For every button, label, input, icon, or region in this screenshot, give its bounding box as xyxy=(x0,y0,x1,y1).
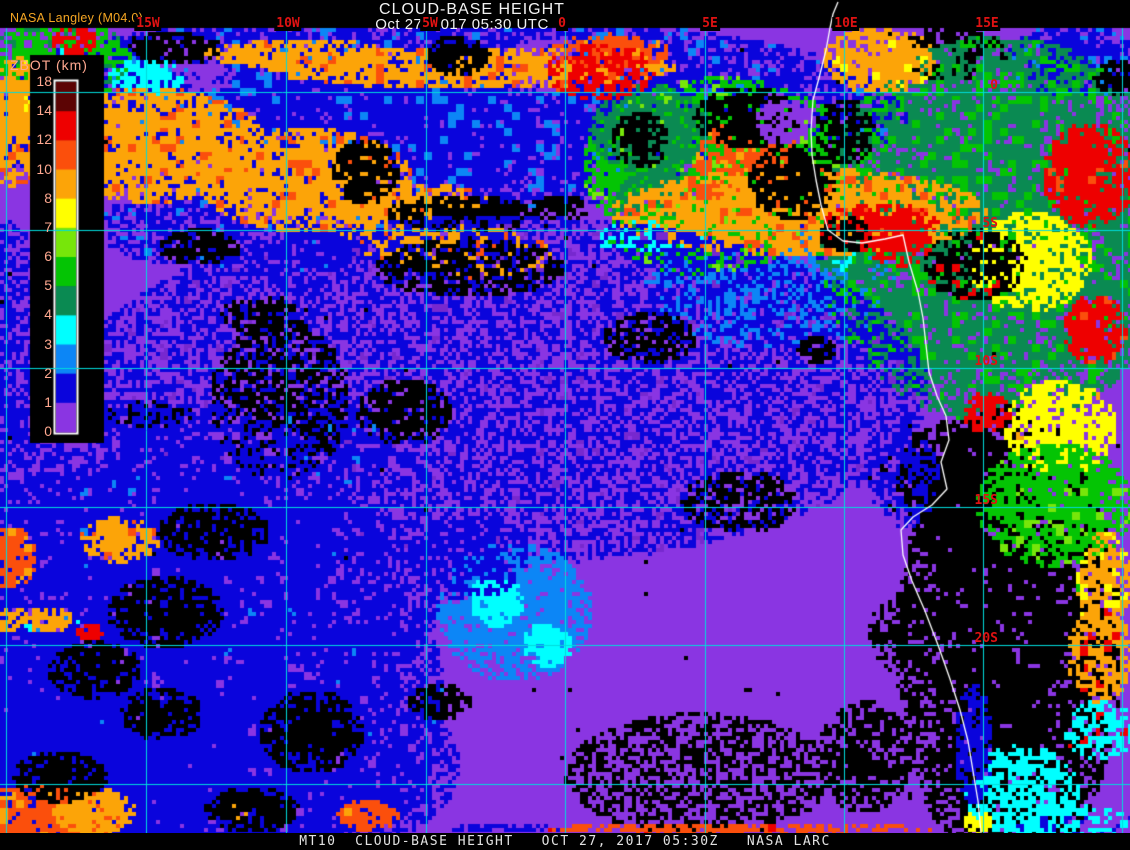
legend-tick-12: 12 xyxy=(36,131,52,148)
legend-tick-0: 0 xyxy=(44,423,52,439)
lon-label-0: 0 xyxy=(556,16,568,31)
lat-label-10s: 10S xyxy=(974,354,998,369)
lon-label-10e: 10E xyxy=(832,16,860,31)
legend-tick-8: 8 xyxy=(44,189,52,206)
lat-label-15s: 15S xyxy=(974,493,998,508)
timestamp: Oct 27, 2017 05:30 UTC xyxy=(375,16,549,33)
lat-label-20s: 20S xyxy=(974,631,998,646)
lat-label-5s: 5S xyxy=(982,216,998,231)
legend-tick-5: 5 xyxy=(44,277,52,294)
lat-label-0: 0 xyxy=(990,78,998,93)
legend-tick-6: 6 xyxy=(44,248,52,264)
lon-label-5w: 5W xyxy=(420,16,440,31)
legend-tick-7: 7 xyxy=(44,218,52,235)
legend-tick-3: 3 xyxy=(44,335,52,352)
credit-label: NASA Langley (M04.0) xyxy=(10,11,144,25)
lon-label-15e: 15E xyxy=(973,16,1001,31)
footer-caption: MT10 CLOUD-BASE HEIGHT OCT 27, 2017 05:3… xyxy=(299,834,831,849)
page-title: CLOUD-BASE HEIGHT xyxy=(379,1,565,18)
legend-tick-10: 10 xyxy=(36,160,52,177)
legend-title: ZBOT (km) xyxy=(10,57,88,73)
legend-tick-14: 14 xyxy=(36,102,52,119)
legend-tick-1: 1 xyxy=(44,393,52,410)
legend-colorbar xyxy=(54,80,78,434)
legend-tick-4: 4 xyxy=(44,306,52,323)
legend-tick-18: 18 xyxy=(36,73,52,89)
lon-label-5e: 5E xyxy=(700,16,720,31)
footer-bar xyxy=(0,833,1130,850)
legend-tick-2: 2 xyxy=(44,364,52,381)
lon-label-15w: 15W xyxy=(134,16,162,31)
lon-label-10w: 10W xyxy=(274,16,302,31)
